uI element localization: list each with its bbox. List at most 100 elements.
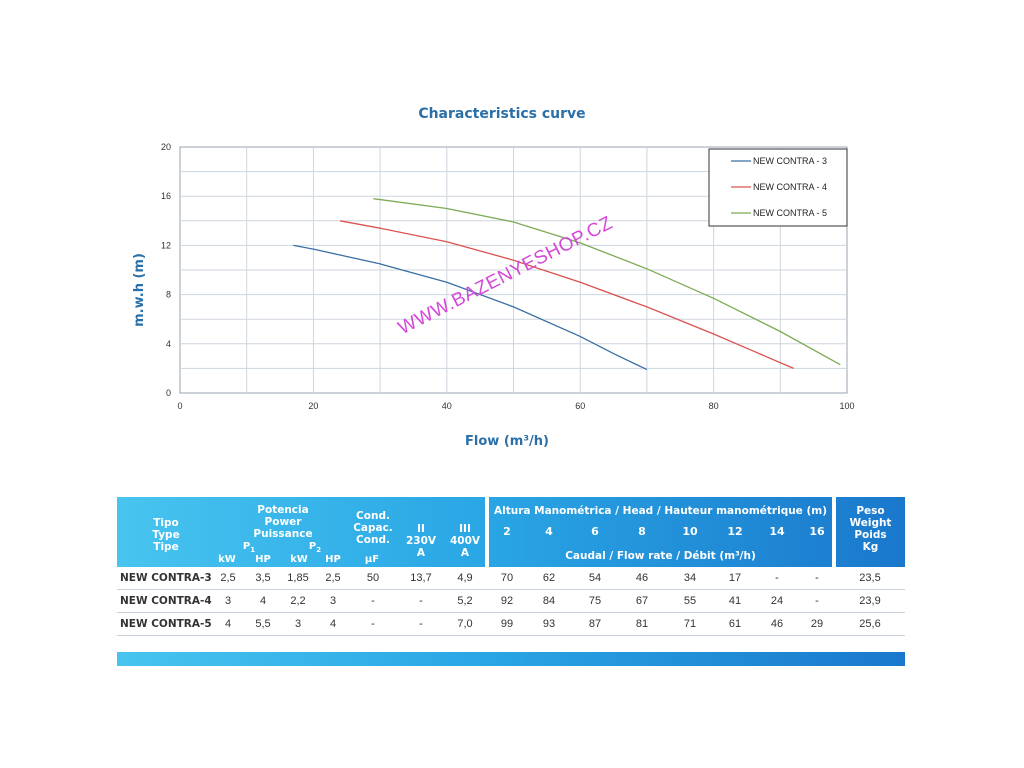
x-tick-label: 60 — [575, 401, 585, 411]
table-header: Tipo Type Tipe Potencia Power Puissance … — [117, 497, 905, 567]
header-cond-line: Cond. — [356, 510, 390, 522]
series-line-3 — [293, 244, 648, 371]
header-head-value: 4 — [545, 525, 553, 538]
y-tick-label: 12 — [161, 240, 171, 250]
header-head-value: 2 — [503, 525, 511, 538]
table-cell: 71 — [683, 618, 697, 630]
table-cell: 92 — [500, 595, 514, 607]
header-tipo-line: Type — [152, 529, 180, 541]
header-peso-line: Peso — [856, 505, 885, 517]
table-cell: 25,6 — [859, 618, 881, 630]
header-cond-line: Capac. — [353, 522, 393, 534]
header-tipo-line: Tipo — [153, 517, 179, 529]
x-axis-label: Flow (m³/h) — [465, 434, 549, 449]
header-unit-kw: kW — [218, 554, 236, 565]
table-cell: 81 — [635, 618, 649, 630]
table-cell: 50 — [366, 572, 380, 584]
header-separator — [485, 497, 489, 567]
table-row: NEW CONTRA-3 2,5 3,5 1,85 2,5 50 13,7 4,9 70 62 54… — [117, 567, 905, 590]
table-cell: 55 — [683, 595, 697, 607]
table-cell: 99 — [500, 618, 514, 630]
table-cell: 4 — [259, 595, 267, 607]
table-cell: - — [419, 618, 423, 630]
x-tick-label: 0 — [177, 401, 182, 411]
p2-label: P — [308, 541, 317, 552]
table-cell: - — [371, 595, 375, 607]
table-cell: 41 — [728, 595, 742, 607]
y-tick-label: 16 — [161, 191, 171, 201]
header-230v-line: A — [416, 547, 426, 559]
header-230v: II 230V A — [401, 523, 441, 559]
row-model-name: NEW CONTRA-5 — [120, 618, 212, 630]
header-potencia-line: Power — [264, 516, 302, 528]
table-cell: 75 — [588, 595, 602, 607]
header-potencia-line: Potencia — [257, 504, 309, 516]
x-tick-label: 20 — [308, 401, 318, 411]
table-cell: 67 — [635, 595, 649, 607]
table-cell: 23,5 — [859, 572, 881, 584]
header-cond: Cond. Capac. Cond. — [345, 510, 401, 546]
characteristics-chart: 0 20 40 60 80 100 0 4 8 12 16 20 NEW CONTRA - 3 NEW C… — [132, 142, 855, 449]
table-cell: - — [815, 595, 819, 607]
header-peso-line: Poids — [854, 529, 887, 541]
chart-title: Characteristics curve — [418, 106, 586, 122]
header-400v: III 400V A — [445, 523, 485, 559]
row-model-name: NEW CONTRA-3 — [120, 572, 212, 584]
table-cell: 87 — [588, 618, 602, 630]
table-row: NEW CONTRA-5 4 5,5 3 4 - - 7,0 99 93 87 81 71 61 46 29 2… — [117, 613, 905, 636]
header-cond-unit: μF — [364, 554, 380, 565]
p1-label: P — [242, 541, 251, 552]
header-unit-hp: HP — [255, 554, 271, 565]
table-cell: 3 — [329, 595, 337, 607]
p2-sub: 2 — [316, 546, 322, 554]
table-cell: 2,5 — [220, 572, 236, 584]
table-cell: - — [371, 618, 375, 630]
table-cell: - — [419, 595, 423, 607]
table-cell: 3 — [294, 618, 302, 630]
table-cell: 7,0 — [457, 618, 473, 630]
table-cell: 84 — [542, 595, 556, 607]
header-tipo-line: Tipe — [153, 541, 179, 553]
table-cell: 2,2 — [290, 595, 306, 607]
table-cell: 24 — [770, 595, 784, 607]
header-400v-line: 400V — [449, 535, 481, 547]
header-230v-line: 230V — [405, 535, 437, 547]
table-cell: 5,5 — [255, 618, 271, 630]
header-head-value: 6 — [591, 525, 599, 538]
table-cell: 62 — [542, 572, 556, 584]
table-cell: 46 — [770, 618, 784, 630]
pump-spec-table: Tipo Type Tipe Potencia Power Puissance … — [117, 497, 905, 666]
table-cell: 4,9 — [457, 572, 473, 584]
table-cell: 3 — [224, 595, 232, 607]
header-peso: Peso Weight Poids Kg — [836, 505, 905, 553]
header-potencia-line: Puissance — [253, 528, 313, 540]
y-tick-label: 4 — [166, 339, 171, 349]
table-cell: 5,2 — [457, 595, 473, 607]
table-cell: 4 — [224, 618, 232, 630]
p1-sub: 1 — [250, 546, 256, 554]
header-cond-line: Cond. — [356, 534, 390, 546]
table-body: NEW CONTRA-3 2,5 3,5 1,85 2,5 50 13,7 4,9 70 62 54… — [117, 567, 905, 636]
x-tick-label: 80 — [709, 401, 719, 411]
x-tick-label: 40 — [442, 401, 452, 411]
header-altura: Altura Manométrica / Head / Hauteur mano… — [493, 505, 827, 517]
table-cell: 61 — [728, 618, 742, 630]
table-cell: - — [775, 572, 779, 584]
y-tick-label: 20 — [161, 142, 171, 152]
header-peso-line: Kg — [862, 541, 879, 553]
header-230v-line: II — [417, 523, 425, 535]
y-axis-label: m.w.h (m) — [132, 253, 147, 327]
header-unit-kw: kW — [290, 554, 308, 565]
header-400v-line: A — [460, 547, 470, 559]
header-head-value: 12 — [727, 525, 743, 538]
series-line-4 — [339, 220, 794, 369]
header-p2: P2 — [305, 541, 325, 554]
header-400v-line: III — [459, 523, 471, 535]
table-cell: 1,85 — [287, 572, 309, 584]
table-cell: 70 — [500, 572, 514, 584]
table-cell: 34 — [683, 572, 697, 584]
header-tipo: Tipo Type Tipe — [117, 517, 215, 553]
table-cell: 13,7 — [410, 572, 432, 584]
header-peso-line: Weight — [849, 517, 892, 529]
series-line-5 — [373, 198, 841, 366]
